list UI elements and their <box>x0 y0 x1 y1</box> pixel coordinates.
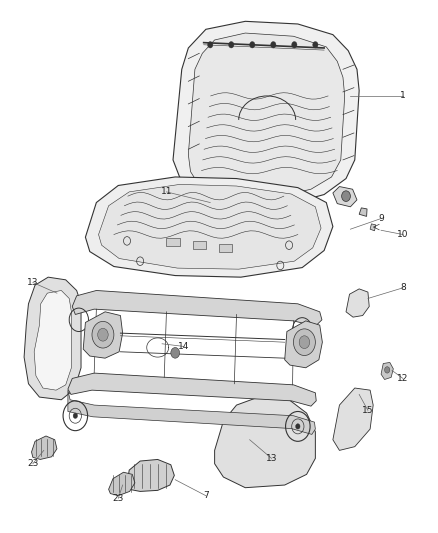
Polygon shape <box>333 187 357 207</box>
Text: 1: 1 <box>400 92 406 100</box>
Circle shape <box>342 191 350 201</box>
Text: 13: 13 <box>27 278 39 287</box>
Polygon shape <box>34 290 71 390</box>
Text: 15: 15 <box>362 406 374 415</box>
Circle shape <box>73 413 78 418</box>
Circle shape <box>299 336 310 349</box>
Bar <box>219 244 232 252</box>
Circle shape <box>292 42 297 48</box>
Text: 11: 11 <box>161 188 172 196</box>
Polygon shape <box>173 21 359 205</box>
Text: 13: 13 <box>266 454 277 463</box>
Polygon shape <box>99 184 321 269</box>
Polygon shape <box>381 362 393 379</box>
Circle shape <box>98 328 108 341</box>
Polygon shape <box>370 224 376 231</box>
Polygon shape <box>83 312 123 358</box>
Bar <box>193 241 206 249</box>
Polygon shape <box>109 472 135 496</box>
Text: 23: 23 <box>113 494 124 503</box>
Polygon shape <box>127 459 174 491</box>
Circle shape <box>208 42 213 48</box>
Text: 12: 12 <box>397 374 409 383</box>
Polygon shape <box>359 208 367 216</box>
Circle shape <box>92 321 114 348</box>
Circle shape <box>250 42 255 48</box>
Text: 14: 14 <box>178 342 190 351</box>
Circle shape <box>313 42 318 48</box>
Polygon shape <box>188 33 345 197</box>
Polygon shape <box>85 177 333 277</box>
Text: 8: 8 <box>400 284 406 292</box>
Text: 23: 23 <box>27 459 39 468</box>
Text: 7: 7 <box>203 491 209 500</box>
Circle shape <box>385 367 390 373</box>
Bar <box>166 238 180 246</box>
Polygon shape <box>32 436 57 459</box>
Polygon shape <box>346 289 369 317</box>
Polygon shape <box>68 390 315 434</box>
Polygon shape <box>285 321 322 368</box>
Circle shape <box>296 424 300 429</box>
Polygon shape <box>333 388 373 450</box>
Circle shape <box>293 329 315 356</box>
Text: 9: 9 <box>378 214 384 223</box>
Circle shape <box>271 42 276 48</box>
Polygon shape <box>215 397 315 488</box>
Circle shape <box>229 42 234 48</box>
Circle shape <box>171 348 180 358</box>
Text: 10: 10 <box>397 230 409 239</box>
Polygon shape <box>72 290 322 326</box>
Polygon shape <box>68 373 316 406</box>
Polygon shape <box>24 277 81 400</box>
